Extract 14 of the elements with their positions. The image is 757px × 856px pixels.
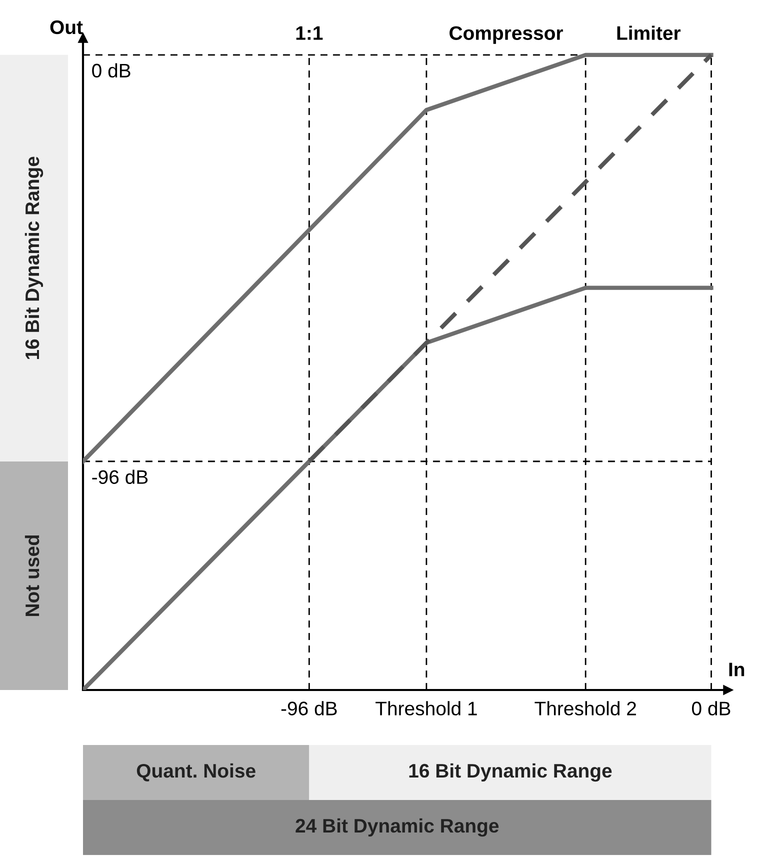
text: Quant. Noise	[136, 763, 256, 782]
x-tick-label: Threshold 1	[376, 701, 477, 716]
y-axis-title: Out	[50, 20, 83, 34]
text: 16 Bit Dynamic Range	[24, 156, 44, 360]
x-tick-label: 0 dB	[692, 701, 730, 716]
annotation: Compressor	[450, 26, 563, 44]
annotation: Limiter	[617, 26, 681, 40]
text: 16 Bit Dynamic Range	[409, 763, 612, 782]
x-tick-label: Threshold 2	[534, 701, 636, 716]
text: 24 Bit Dynamic Range	[296, 818, 499, 837]
text: Not used	[24, 535, 40, 616]
x-tick-label: -96 dB	[281, 701, 337, 716]
x-axis-title: In	[729, 662, 744, 676]
annotation: 1:1	[296, 26, 323, 40]
